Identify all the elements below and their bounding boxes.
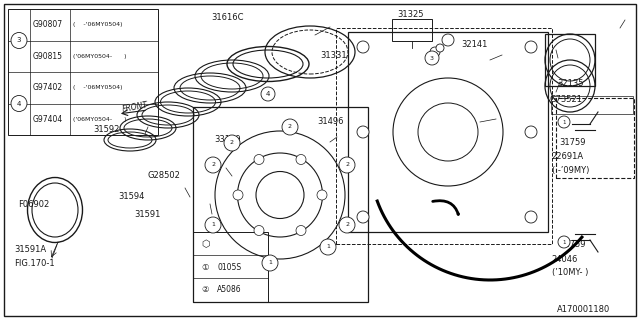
Bar bbox=[348, 32, 548, 232]
Circle shape bbox=[339, 217, 355, 233]
Text: G97404: G97404 bbox=[33, 115, 63, 124]
Text: 31759: 31759 bbox=[559, 138, 586, 147]
Circle shape bbox=[320, 239, 336, 255]
Text: 31759: 31759 bbox=[559, 240, 586, 249]
Text: 2: 2 bbox=[345, 163, 349, 167]
Text: 31325: 31325 bbox=[397, 10, 423, 19]
Circle shape bbox=[357, 211, 369, 223]
Bar bbox=[336, 28, 552, 244]
Text: 31594: 31594 bbox=[118, 192, 145, 201]
Text: 1: 1 bbox=[563, 119, 566, 124]
Text: FIG.170-1: FIG.170-1 bbox=[14, 260, 54, 268]
Text: ('06MY0504-      ): ('06MY0504- ) bbox=[73, 54, 127, 59]
Bar bbox=[551, 96, 633, 114]
Circle shape bbox=[11, 95, 27, 111]
Circle shape bbox=[442, 34, 454, 46]
Bar bbox=[545, 34, 595, 86]
Text: G28502: G28502 bbox=[147, 172, 180, 180]
Circle shape bbox=[558, 116, 570, 128]
Text: 0105S: 0105S bbox=[217, 262, 241, 271]
Text: ('06MY0504-      ): ('06MY0504- ) bbox=[73, 117, 127, 122]
Circle shape bbox=[262, 255, 278, 271]
Circle shape bbox=[11, 33, 27, 49]
Circle shape bbox=[261, 87, 275, 101]
Text: 32135: 32135 bbox=[557, 79, 583, 88]
Text: 1: 1 bbox=[211, 222, 215, 228]
Text: 31496: 31496 bbox=[317, 117, 343, 126]
Text: F06902: F06902 bbox=[18, 200, 49, 209]
Text: 1: 1 bbox=[563, 239, 566, 244]
Circle shape bbox=[558, 236, 570, 248]
Circle shape bbox=[525, 211, 537, 223]
Text: 4: 4 bbox=[266, 91, 270, 97]
Text: ②: ② bbox=[201, 285, 209, 294]
Text: A5086: A5086 bbox=[217, 285, 242, 294]
Text: ⬡: ⬡ bbox=[201, 239, 209, 249]
Circle shape bbox=[357, 41, 369, 53]
Text: ①: ① bbox=[201, 262, 209, 271]
Circle shape bbox=[233, 190, 243, 200]
Text: ( -’09MY): ( -’09MY) bbox=[552, 166, 589, 175]
Text: (    -'06MY0504): ( -'06MY0504) bbox=[73, 22, 122, 27]
FancyArrowPatch shape bbox=[433, 201, 458, 214]
Text: 1: 1 bbox=[326, 244, 330, 250]
Circle shape bbox=[357, 126, 369, 138]
Text: A170001180: A170001180 bbox=[557, 305, 610, 314]
Bar bbox=[193, 232, 268, 302]
Circle shape bbox=[205, 217, 221, 233]
Text: 22691A: 22691A bbox=[552, 152, 584, 161]
Text: 33139: 33139 bbox=[214, 135, 241, 144]
Text: 32141: 32141 bbox=[461, 40, 487, 49]
Text: 2: 2 bbox=[288, 124, 292, 130]
Circle shape bbox=[430, 47, 440, 57]
Circle shape bbox=[224, 135, 240, 151]
Bar bbox=[8, 9, 158, 135]
Circle shape bbox=[296, 226, 306, 236]
Circle shape bbox=[296, 155, 306, 164]
Circle shape bbox=[339, 157, 355, 173]
Circle shape bbox=[425, 51, 439, 65]
Text: 2: 2 bbox=[345, 222, 349, 228]
Text: G73521: G73521 bbox=[549, 95, 582, 104]
Text: 2: 2 bbox=[211, 163, 215, 167]
Text: (    -'06MY0504): ( -'06MY0504) bbox=[73, 85, 122, 90]
Bar bbox=[392, 19, 432, 41]
Text: (’10MY- ): (’10MY- ) bbox=[552, 268, 588, 277]
Text: 4: 4 bbox=[17, 100, 21, 107]
Bar bbox=[193, 107, 368, 302]
Text: G90807: G90807 bbox=[33, 20, 63, 29]
Circle shape bbox=[436, 44, 444, 52]
Text: G90815: G90815 bbox=[33, 52, 63, 61]
Text: 31616C: 31616C bbox=[211, 13, 244, 22]
Text: 31591A: 31591A bbox=[14, 245, 46, 254]
Text: 24046: 24046 bbox=[552, 255, 578, 264]
Text: FRONT: FRONT bbox=[122, 100, 148, 114]
Circle shape bbox=[317, 190, 327, 200]
Text: 2: 2 bbox=[230, 140, 234, 146]
Text: 3: 3 bbox=[17, 37, 21, 44]
Circle shape bbox=[254, 226, 264, 236]
Circle shape bbox=[525, 41, 537, 53]
Bar bbox=[556, 98, 634, 178]
Text: 3: 3 bbox=[430, 55, 434, 60]
Text: 31591: 31591 bbox=[134, 210, 161, 219]
Circle shape bbox=[525, 126, 537, 138]
Text: G97402: G97402 bbox=[33, 83, 63, 92]
Text: 31331: 31331 bbox=[320, 52, 347, 60]
Circle shape bbox=[282, 119, 298, 135]
Text: 31592: 31592 bbox=[93, 125, 119, 134]
Circle shape bbox=[254, 155, 264, 164]
Circle shape bbox=[205, 157, 221, 173]
Text: 1: 1 bbox=[268, 260, 272, 266]
